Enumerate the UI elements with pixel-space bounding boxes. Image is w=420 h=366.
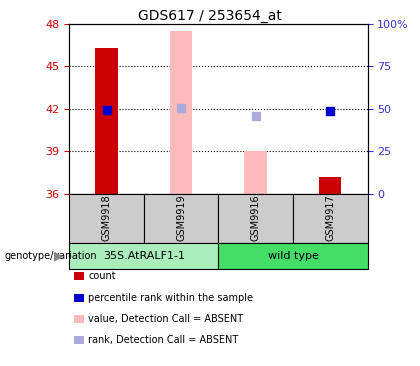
Text: ▶: ▶ [54, 250, 63, 263]
Point [103, 107, 110, 113]
Bar [95, 48, 118, 194]
Bar [244, 151, 267, 194]
Bar [170, 31, 192, 194]
Text: GSM9918: GSM9918 [102, 194, 112, 241]
Text: value, Detection Call = ABSENT: value, Detection Call = ABSENT [88, 314, 243, 324]
Bar [69, 194, 144, 243]
Text: genotype/variation: genotype/variation [4, 251, 97, 261]
Point [327, 108, 333, 114]
Point [252, 113, 259, 119]
Text: count: count [88, 271, 116, 281]
Text: GSM9917: GSM9917 [325, 194, 335, 241]
Text: GSM9916: GSM9916 [251, 194, 261, 241]
Text: 35S.AtRALF1-1: 35S.AtRALF1-1 [103, 251, 185, 261]
Bar [293, 194, 368, 243]
Bar [69, 243, 218, 269]
Bar [319, 177, 341, 194]
Bar [218, 243, 368, 269]
Text: rank, Detection Call = ABSENT: rank, Detection Call = ABSENT [88, 335, 239, 345]
Text: wild type: wild type [268, 251, 318, 261]
Text: percentile rank within the sample: percentile rank within the sample [88, 292, 253, 303]
Bar [144, 194, 218, 243]
Text: GDS617 / 253654_at: GDS617 / 253654_at [138, 9, 282, 23]
Point [178, 105, 184, 111]
Bar [218, 194, 293, 243]
Text: GSM9919: GSM9919 [176, 194, 186, 241]
